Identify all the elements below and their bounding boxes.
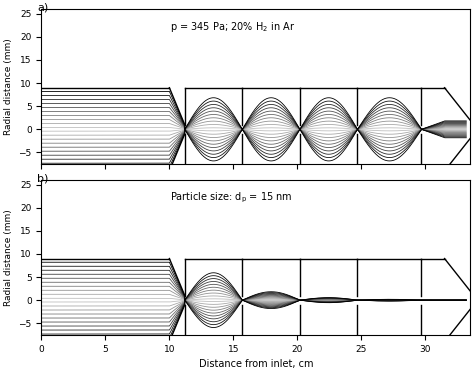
Text: Particle size: $\mathregular{d_p}$ = 15 nm: Particle size: $\mathregular{d_p}$ = 15 … xyxy=(170,191,292,205)
Y-axis label: Radial distance (mm): Radial distance (mm) xyxy=(4,209,13,306)
Text: p = 345 Pa; 20% H$_2$ in Ar: p = 345 Pa; 20% H$_2$ in Ar xyxy=(170,20,295,34)
Text: a): a) xyxy=(37,3,48,13)
X-axis label: Distance from inlet, cm: Distance from inlet, cm xyxy=(199,359,313,369)
Y-axis label: Radial distance (mm): Radial distance (mm) xyxy=(4,38,13,135)
Text: b): b) xyxy=(37,174,48,184)
